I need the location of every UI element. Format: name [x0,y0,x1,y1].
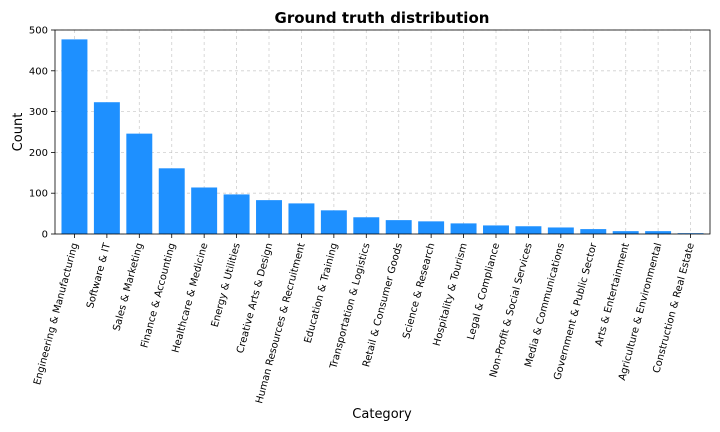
y-tick-label: 500 [29,26,48,37]
x-tick-label: Education & Training [303,242,340,345]
bar [450,223,477,234]
x-tick-label: Engineering & Manufacturing [32,242,81,386]
bar [93,102,120,234]
bar [320,210,347,234]
y-tick-label: 100 [29,189,48,200]
bar [612,231,639,234]
y-tick-label: 0 [42,230,48,241]
x-tick-label: Software & IT [85,241,113,310]
grid-lines [55,29,710,235]
y-tick-label: 300 [29,107,48,118]
bar [223,194,250,234]
x-tick-label: Arts & Entertainment [594,242,632,348]
x-tick-label: Sales & Marketing [112,242,146,332]
bar [256,200,282,234]
bar [353,217,380,234]
bar [385,220,412,234]
x-tick-label: Healthcare & Medicine [170,242,210,354]
plot-frame [54,29,711,235]
bar [645,231,672,234]
bar [158,168,185,234]
x-axis-label: Category [352,407,412,422]
bar [61,39,88,234]
bar [515,226,542,234]
x-tick-label: Creative Arts & Design [235,242,275,355]
y-tick-label: 400 [29,66,48,77]
x-axis: Engineering & Manufacturing Software & IT… [32,234,697,405]
y-axis-label: Count [11,113,26,152]
chart-title: Ground truth distribution [275,9,490,27]
bars [61,39,704,234]
x-tick-label: Legal & Compliance [466,242,502,341]
bar [677,233,704,234]
x-tick-label: Hospitality & Tourism [432,242,470,348]
x-tick-label: Finance & Accounting [139,242,178,349]
x-tick-label: Energy & Utilities [210,242,243,329]
y-tick-label: 200 [29,148,48,159]
bar [288,203,315,234]
bar [580,229,607,234]
bar [126,133,153,234]
y-axis: 0 100 200 300 400 500 [29,26,55,241]
bar [418,221,445,234]
x-tick-label: Science & Research [401,242,437,340]
bar [547,227,574,234]
bar [483,225,509,234]
bar [191,187,218,234]
